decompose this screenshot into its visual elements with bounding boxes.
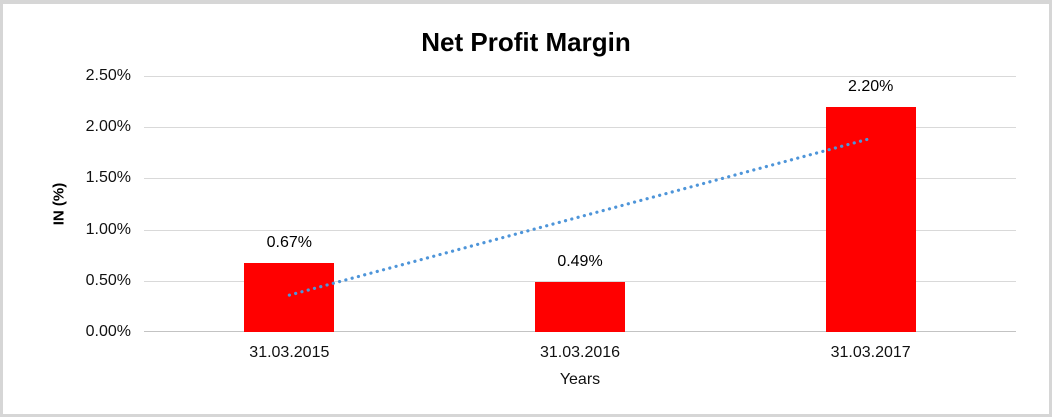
bar-data-label: 0.49% [557, 252, 603, 270]
bar [244, 263, 335, 332]
y-tick-label: 0.00% [85, 323, 131, 340]
x-tick-label: 31.03.2015 [249, 344, 330, 361]
y-tick-label: 0.50% [85, 271, 131, 289]
x-tick-label: 31.03.2016 [539, 344, 621, 361]
chart-title: Net Profit Margin [421, 27, 631, 57]
y-tick-label: 1.50% [85, 169, 131, 187]
bar-data-label: 2.20% [847, 77, 894, 95]
trendline-path [287, 136, 873, 297]
plot-area: 0.67% 0.49% 2.20% [144, 76, 1016, 332]
bar-data-label: 0.67% [266, 234, 313, 252]
trendline [287, 136, 873, 297]
gridline [144, 127, 1016, 129]
gridline [144, 76, 1016, 77]
y-tick-label: 2.50% [85, 67, 131, 84]
x-tick-label: 31.03.2017 [830, 344, 911, 361]
gridline [144, 229, 1016, 231]
bar [535, 281, 625, 332]
gridline [144, 280, 1016, 282]
x-axis-title: Years [559, 371, 601, 388]
y-tick-label: 2.00% [85, 118, 131, 136]
y-tick-label: 1.00% [85, 220, 131, 238]
bar [825, 106, 916, 332]
gridline [144, 178, 1016, 180]
